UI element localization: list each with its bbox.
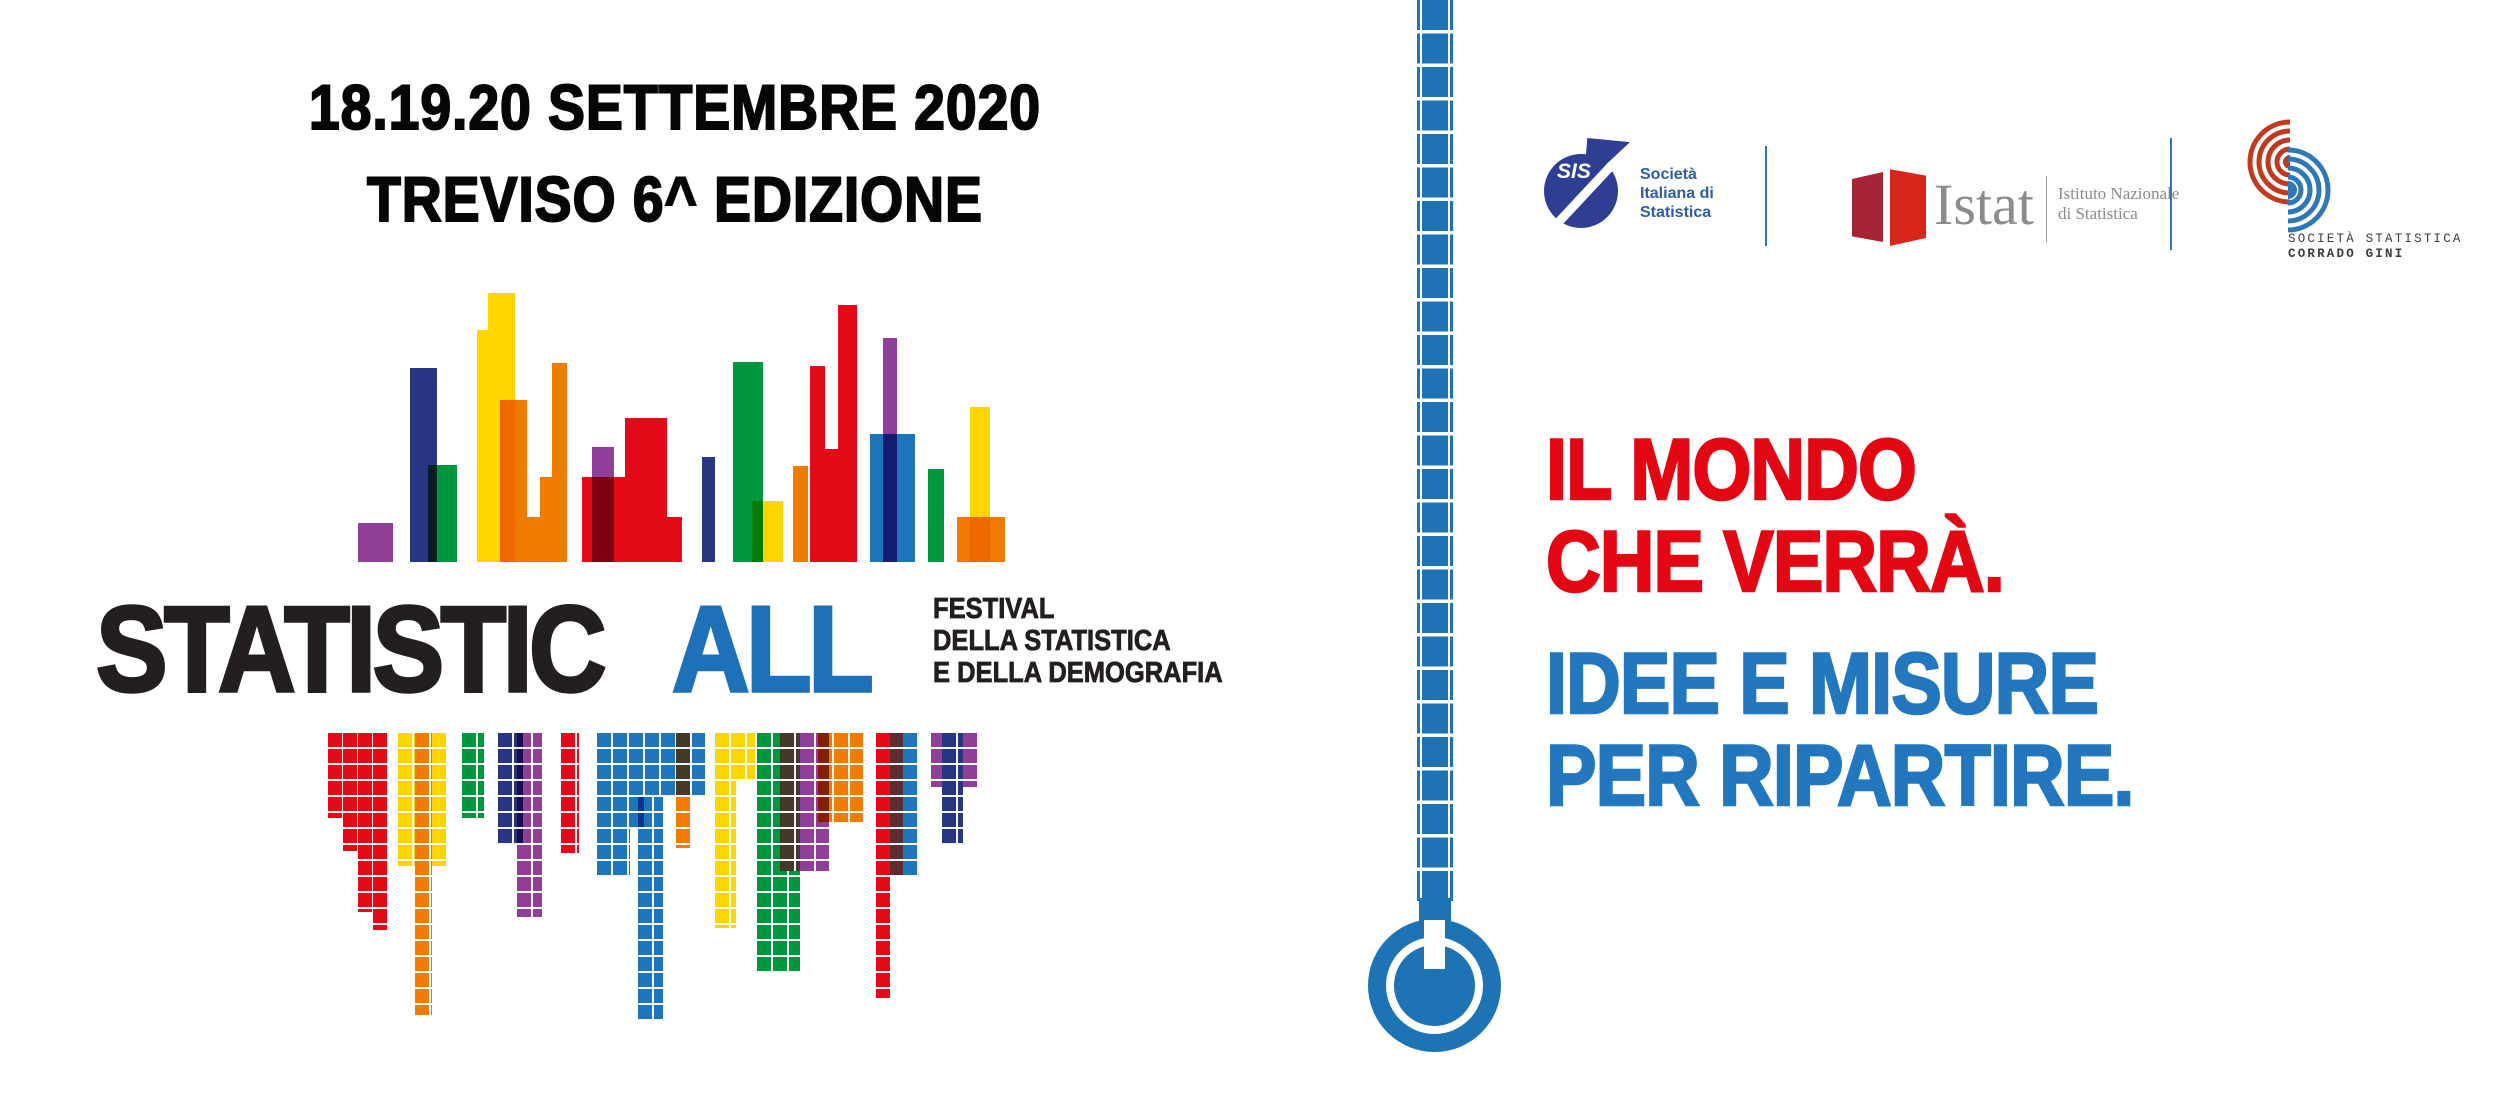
gini-name-line1: SOCIETÀ STATISTICA bbox=[2288, 232, 2463, 246]
logo-bar bbox=[970, 407, 990, 562]
logo-pixel-bar bbox=[462, 733, 484, 818]
logo-bar bbox=[540, 477, 552, 562]
sis-name: Società Italiana di Statistica bbox=[1640, 165, 1714, 222]
logo-pixel-bar bbox=[715, 781, 736, 928]
logo-bar bbox=[428, 465, 457, 562]
logo-pixel-bar bbox=[638, 797, 663, 1020]
logo-bar bbox=[957, 517, 1005, 562]
logo-bar bbox=[358, 523, 393, 562]
logo-bar bbox=[825, 449, 838, 562]
logo-bar bbox=[870, 434, 915, 562]
logo-bar bbox=[810, 366, 825, 562]
power-icon bbox=[1368, 919, 1501, 1052]
logo-pixel-bar bbox=[343, 733, 358, 851]
logo-pixel-bar bbox=[676, 797, 692, 848]
istat-name-line2: di Statistica bbox=[2058, 204, 2138, 223]
tagline-line3: E DELLA DEMOGRAFIA bbox=[933, 657, 1223, 689]
logo-pixel-bar bbox=[597, 797, 630, 877]
tagline-line1: FESTIVAL bbox=[933, 593, 1054, 625]
sis-logo: SIS bbox=[1544, 138, 1634, 238]
logo-pixel-bar bbox=[328, 733, 343, 818]
tagline-line2: DELLA STATISTICA bbox=[933, 625, 1171, 657]
gini-name: SOCIETÀ STATISTICA CORRADO GINI bbox=[2288, 232, 2463, 262]
logo-bar bbox=[527, 517, 540, 562]
logo-bar bbox=[793, 466, 808, 562]
logo-bar bbox=[477, 330, 488, 562]
logo-bar bbox=[552, 363, 567, 562]
logo-pixel-bar bbox=[942, 733, 963, 845]
logo-bar bbox=[733, 362, 763, 562]
logo-pixel-bar bbox=[676, 733, 692, 797]
event-dates-line1: 18.19.20 SETTEMBRE 2020 bbox=[309, 62, 1041, 154]
gini-name-line2: CORRADO GINI bbox=[2288, 247, 2404, 261]
istat-name: Istituto Nazionale di Statistica bbox=[2058, 184, 2179, 224]
istat-divider bbox=[2046, 176, 2047, 242]
power-cord bbox=[1417, 0, 1453, 902]
headline-blue: IDEE E MISURE PER RIPARTIRE. bbox=[1546, 638, 2214, 822]
logo-bar bbox=[838, 305, 857, 562]
logo-pixel-bar bbox=[597, 733, 676, 797]
istat-wordmark: Istat bbox=[1934, 176, 2034, 234]
logo-bar bbox=[702, 457, 715, 562]
istat-name-line1: Istituto Nazionale bbox=[2058, 184, 2179, 203]
logo-pixel-bar bbox=[498, 733, 523, 845]
logo-pixel-bar bbox=[373, 733, 388, 930]
sis-name-line2: Italiana di bbox=[1640, 185, 1714, 202]
logo-bar bbox=[883, 338, 897, 562]
logo-pixel-bar bbox=[903, 733, 919, 875]
istat-book-icon-right bbox=[1890, 166, 1926, 246]
logo-pixel-bar bbox=[561, 733, 579, 853]
sis-name-line1: Società bbox=[1640, 166, 1697, 183]
logo-pixel-bar bbox=[630, 797, 646, 829]
divider-istat-gini bbox=[2170, 138, 2172, 250]
wordmark-black: STATISTIC bbox=[96, 592, 603, 707]
event-dates-line2: TREVISO 6^ EDIZIONE bbox=[367, 154, 983, 246]
power-notch bbox=[1424, 920, 1445, 969]
headline-blue-line1: IDEE E MISURE bbox=[1546, 638, 2098, 730]
logo-bar bbox=[928, 469, 944, 562]
logo-pixel-bar bbox=[358, 733, 373, 912]
wordmark-blue: ALL bbox=[672, 592, 870, 707]
logo-pixel-bar bbox=[692, 733, 705, 797]
logo-bar bbox=[667, 517, 682, 562]
logo-pixel-bar bbox=[398, 733, 415, 866]
headline-red-line1: IL MONDO bbox=[1546, 424, 1916, 516]
logo-pixel-bar bbox=[517, 733, 542, 917]
gini-spiral-icon bbox=[2243, 116, 2337, 248]
logo-bar bbox=[410, 368, 437, 562]
logo-bar bbox=[625, 418, 667, 562]
logo-pixel-bar bbox=[818, 733, 863, 822]
istat-book-icon-left bbox=[1852, 172, 1883, 242]
sis-name-line3: Statistica bbox=[1640, 204, 1711, 221]
logo-pixel-bar bbox=[890, 733, 903, 875]
logo-pixel-bar bbox=[757, 733, 800, 973]
sis-acronym: SIS bbox=[1557, 160, 1591, 184]
statisticall-wordmark: STATISTIC ALL bbox=[96, 592, 897, 707]
festival-banner: 18.19.20 SETTEMBRE 2020 TREVISO 6^ EDIZI… bbox=[0, 0, 2500, 1100]
logo-pixel-bar bbox=[415, 733, 432, 1015]
headline-blue-line2: PER RIPARTIRE. bbox=[1546, 730, 2134, 822]
headline-red-line2: CHE VERRÀ. bbox=[1546, 516, 2004, 608]
headline-red: IL MONDO CHE VERRÀ. bbox=[1546, 424, 2066, 608]
event-dates: 18.19.20 SETTEMBRE 2020 TREVISO 6^ EDIZI… bbox=[170, 62, 1180, 246]
logo-pixel-bar bbox=[800, 733, 829, 871]
festival-tagline: FESTIVAL DELLA STATISTICA E DELLA DEMOGR… bbox=[933, 593, 1262, 689]
logo-bar bbox=[500, 400, 527, 562]
logo-pixel-bar bbox=[780, 733, 800, 871]
logo-pixel-bar bbox=[715, 733, 755, 781]
logo-bar bbox=[752, 501, 783, 562]
logo-pixel-bar bbox=[432, 733, 448, 866]
logo-pixel-bar bbox=[876, 733, 890, 998]
logo-bar bbox=[592, 447, 614, 562]
logo-bar bbox=[488, 293, 515, 562]
divider-sis-istat bbox=[1765, 146, 1767, 246]
logo-pixel-bar bbox=[931, 733, 977, 787]
logo-bar bbox=[582, 477, 625, 562]
